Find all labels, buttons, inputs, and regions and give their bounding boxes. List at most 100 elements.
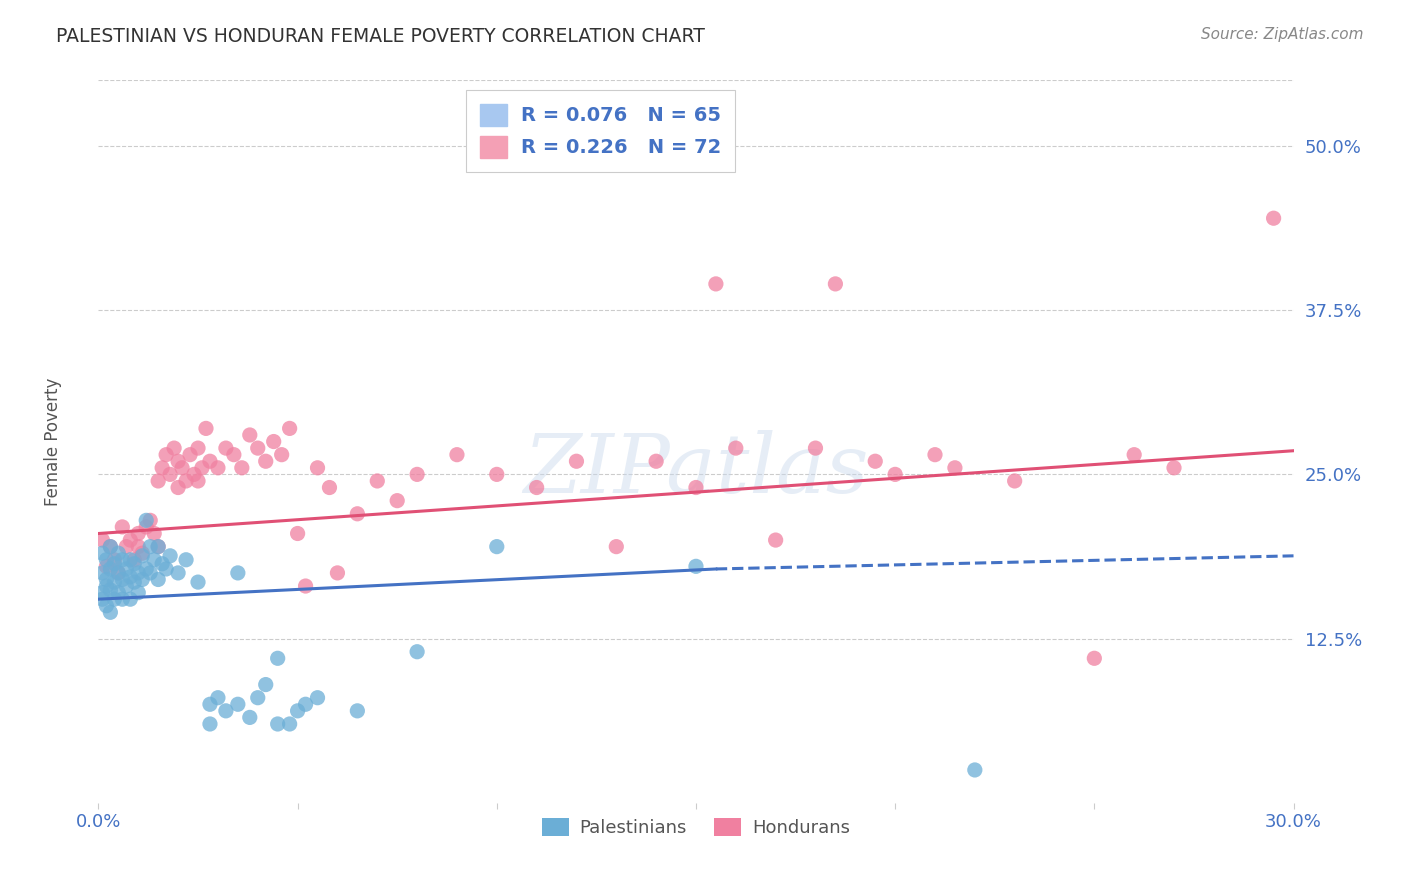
Point (159, 549, 181, 563)
Point (307, 690, 329, 705)
Point (366, 474, 388, 488)
Point (143, 526, 166, 541)
Point (148, 474, 170, 488)
Point (346, 507, 368, 521)
Point (103, 557, 125, 571)
Point (107, 546, 129, 560)
Point (406, 645, 429, 659)
Point (267, 717, 290, 731)
Point (111, 553, 134, 567)
Point (91, 585, 114, 599)
Point (172, 460, 194, 475)
Point (103, 575, 125, 590)
Point (139, 566, 162, 580)
Point (198, 717, 221, 731)
Point (150, 460, 173, 475)
Point (287, 526, 309, 541)
Text: ZIPatlas: ZIPatlas (523, 431, 869, 510)
Point (91, 566, 114, 580)
Point (222, 448, 245, 462)
Point (120, 533, 142, 547)
Point (179, 448, 201, 462)
Point (446, 448, 468, 462)
Point (120, 592, 142, 607)
Point (485, 540, 508, 554)
Point (139, 540, 162, 554)
Point (98, 540, 122, 554)
Point (115, 540, 138, 554)
Point (91, 533, 114, 547)
Point (605, 540, 627, 554)
Point (685, 559, 707, 574)
Point (1083, 651, 1105, 665)
Point (98, 605, 122, 619)
Point (724, 441, 747, 455)
Point (267, 651, 290, 665)
Point (254, 677, 277, 691)
Point (231, 460, 253, 475)
Point (174, 474, 197, 488)
Point (1123, 448, 1146, 462)
Point (318, 481, 340, 495)
Point (406, 467, 429, 482)
Point (246, 690, 269, 705)
Point (111, 592, 134, 607)
Point (127, 585, 149, 599)
Point (120, 553, 142, 567)
Point (704, 277, 727, 291)
Point (294, 698, 316, 712)
Point (163, 441, 186, 455)
Point (103, 592, 125, 607)
Point (187, 441, 209, 455)
Point (98, 540, 122, 554)
Point (115, 579, 138, 593)
Point (131, 549, 153, 563)
Text: Source: ZipAtlas.com: Source: ZipAtlas.com (1201, 27, 1364, 42)
Point (115, 562, 138, 576)
Point (294, 579, 316, 593)
Point (127, 526, 149, 541)
Point (239, 428, 262, 442)
Point (1163, 460, 1185, 475)
Point (120, 570, 142, 584)
Point (215, 704, 238, 718)
Point (139, 513, 162, 527)
Point (91, 592, 114, 607)
Point (187, 474, 209, 488)
Point (183, 467, 205, 482)
Point (191, 460, 214, 475)
Point (124, 575, 146, 590)
Point (167, 454, 190, 468)
Point (287, 704, 309, 718)
Point (127, 540, 149, 554)
Point (159, 467, 181, 482)
Point (884, 467, 907, 482)
Point (215, 441, 238, 455)
Point (263, 434, 285, 449)
Point (270, 448, 292, 462)
Point (1004, 474, 1026, 488)
Point (198, 698, 221, 712)
Point (107, 585, 129, 599)
Point (226, 566, 249, 580)
Point (96, 553, 118, 567)
Point (226, 698, 249, 712)
Point (167, 481, 190, 495)
Point (96, 579, 118, 593)
Point (98, 562, 122, 576)
Point (804, 441, 827, 455)
Point (198, 454, 221, 468)
Point (150, 557, 173, 571)
Text: Female Poverty: Female Poverty (44, 377, 62, 506)
Point (685, 481, 707, 495)
Point (346, 704, 368, 718)
Legend: Palestinians, Hondurans: Palestinians, Hondurans (534, 811, 858, 845)
Point (135, 513, 157, 527)
Point (131, 546, 153, 560)
Point (148, 573, 170, 587)
Point (765, 533, 787, 547)
Point (1263, 211, 1285, 226)
Point (565, 454, 588, 468)
Point (645, 454, 668, 468)
Point (111, 520, 134, 534)
